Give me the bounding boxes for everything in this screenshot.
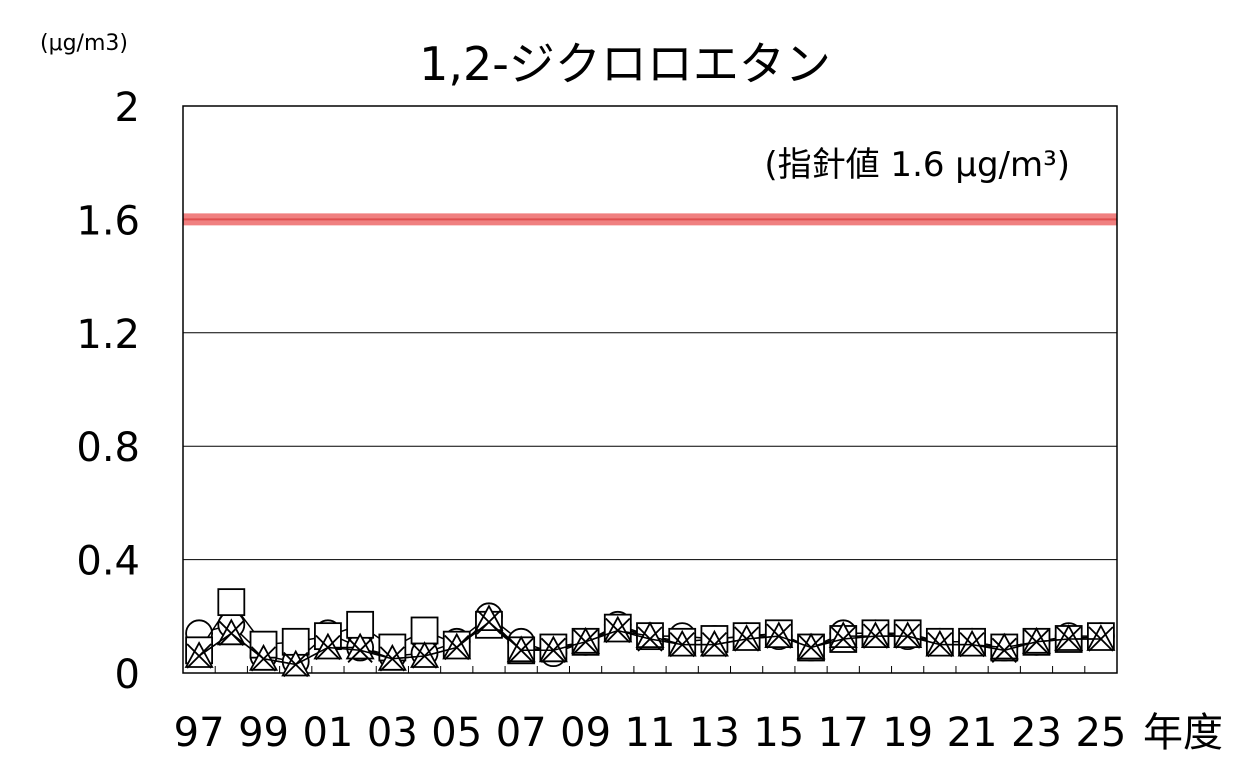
point-triangle [989, 632, 1019, 660]
point-x [508, 637, 534, 663]
x-tick-label: 01 [302, 710, 353, 756]
x-tick-label: 97 [174, 710, 225, 756]
x-tick-label: 17 [818, 710, 869, 756]
y-tick-label: 0.8 [76, 425, 140, 471]
x-tick-label: 09 [560, 710, 611, 756]
point-x [540, 637, 567, 663]
x-axis-label: 年度 [1143, 710, 1223, 756]
series-layer [184, 588, 1116, 678]
point-x [733, 626, 760, 652]
point-x [766, 623, 792, 649]
series-x [186, 609, 1114, 678]
x-tick-label: 21 [947, 710, 998, 756]
x-tick-label: 03 [367, 710, 418, 756]
x-tick-label: 25 [1075, 710, 1126, 756]
x-tick-label: 07 [496, 710, 547, 756]
point-square [217, 588, 246, 617]
point-x [862, 623, 889, 649]
point-x [1056, 626, 1082, 652]
point-x [895, 623, 921, 649]
point-triangle [474, 604, 504, 632]
x-tick-label: 19 [882, 710, 933, 756]
point-x [701, 632, 728, 658]
gridlines [183, 218, 1117, 561]
chart-title: 1,2-ジクロロエタン [419, 37, 831, 91]
x-tick-label: 15 [753, 710, 804, 756]
point-x [411, 643, 438, 669]
point-x [315, 634, 341, 661]
guideline-label: (指針値 1.6 μg/m³) [764, 145, 1070, 185]
point-x [476, 609, 502, 635]
point-x [1088, 626, 1114, 652]
point-x [798, 634, 824, 661]
y-tick-label: 0 [115, 652, 140, 698]
y-tick-label: 1.6 [76, 198, 140, 244]
point-x [218, 620, 244, 646]
x-tick-label: 13 [689, 710, 740, 756]
point-square [410, 616, 439, 645]
point-x [283, 651, 309, 678]
point-x [1023, 629, 1050, 655]
point-x [637, 626, 663, 652]
point-x [186, 643, 212, 669]
x-tick-label: 23 [1011, 710, 1062, 756]
point-x [669, 632, 695, 658]
point-x [830, 626, 856, 652]
point-x [959, 632, 985, 658]
x-tick-label: 99 [238, 710, 289, 756]
point-x [991, 637, 1017, 663]
x-tick-label: 05 [431, 710, 482, 756]
point-triangle [635, 621, 665, 649]
point-x [347, 637, 373, 663]
y-tick-label: 0.4 [76, 539, 140, 585]
x-axis-ticks: 97 99 01 03 05 07 09 11 13 15 17 19 21 23 25 [174, 666, 1126, 756]
point-x [927, 632, 953, 658]
y-axis-ticks: 0 0.4 0.8 1.2 1.6 2 [76, 85, 140, 698]
x-tick-label: 11 [625, 710, 676, 756]
y-tick-label: 1.2 [76, 312, 140, 358]
plot-area [182, 105, 1118, 674]
y-tick-label: 2 [115, 85, 140, 131]
point-x [444, 634, 470, 661]
y-unit-label: (μg/m3) [40, 31, 128, 56]
point-x [250, 646, 277, 672]
point-x [379, 646, 405, 672]
point-x [572, 629, 599, 655]
point-x [605, 617, 631, 644]
